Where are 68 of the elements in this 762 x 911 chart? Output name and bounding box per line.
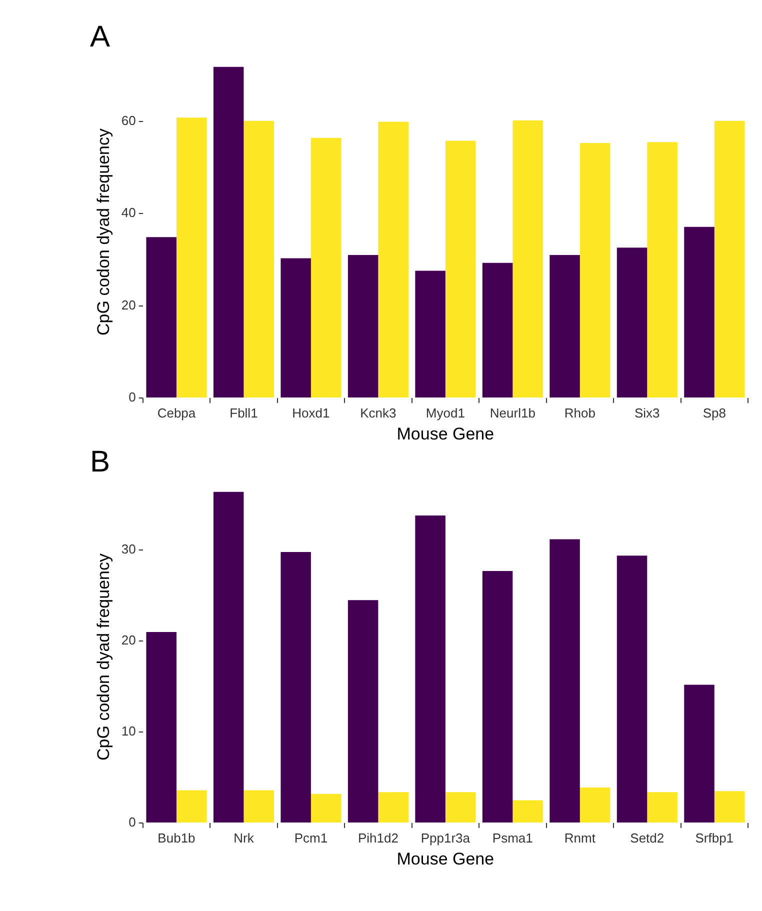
bar	[244, 120, 274, 398]
bar	[244, 790, 274, 822]
y-tick-label: 10	[121, 724, 136, 739]
bar	[580, 143, 610, 398]
bar	[684, 226, 714, 398]
x-tick-label: Fbll1	[230, 405, 258, 420]
y-tick-label: 40	[121, 205, 136, 220]
bar	[176, 118, 207, 398]
bar	[310, 138, 342, 398]
x-tick-label: Rnmt	[564, 830, 596, 846]
bar	[482, 262, 513, 398]
bar	[280, 552, 311, 822]
bar	[213, 66, 244, 398]
y-tick-label: 30	[121, 542, 136, 557]
x-tick-label: Kcnk3	[360, 405, 396, 420]
x-tick-label: Srfbp1	[695, 830, 734, 846]
bar	[146, 632, 176, 822]
bar	[280, 258, 311, 398]
bar	[378, 122, 408, 398]
x-tick-label: Hoxd1	[292, 405, 330, 420]
x-tick-label: Nrk	[234, 830, 254, 846]
bar	[176, 790, 207, 822]
y-tick-label: 60	[121, 112, 136, 128]
bar	[512, 800, 543, 822]
y-tick-label: 0	[128, 814, 136, 830]
bar	[213, 492, 244, 822]
y-tick-label: 20	[121, 297, 136, 312]
bar	[445, 792, 476, 822]
bar	[415, 516, 446, 822]
x-tick-label: Sp8	[702, 405, 726, 420]
x-tick-label: Pcm1	[294, 830, 328, 846]
bar	[616, 248, 648, 398]
chart-title: B	[90, 445, 110, 478]
bar	[550, 539, 580, 822]
x-tick-label: Myod1	[426, 405, 465, 420]
y-axis-title: CpG codon dyad frequency	[94, 553, 113, 760]
x-tick-label: Neurl1b	[490, 405, 536, 420]
x-tick-label: Six3	[634, 405, 660, 420]
x-tick-label: Bub1b	[158, 830, 196, 846]
y-tick-label: 20	[121, 632, 136, 648]
bar	[415, 270, 446, 398]
x-tick-label: Cebpa	[157, 405, 196, 420]
bar	[580, 788, 610, 822]
bar	[348, 255, 378, 398]
bar	[482, 571, 513, 822]
y-axis-title: CpG codon dyad frequency	[94, 128, 113, 336]
bar	[550, 255, 580, 398]
bar	[647, 142, 678, 398]
chart-title: A	[90, 20, 110, 54]
bar	[684, 684, 714, 822]
bar	[348, 600, 378, 822]
bar	[616, 556, 648, 822]
bar	[714, 120, 745, 398]
x-axis-title: Mouse Gene	[396, 424, 494, 444]
bar	[714, 791, 745, 822]
bar	[512, 120, 543, 398]
x-tick-label: Rhob	[564, 405, 596, 420]
x-tick-label: Psma1	[492, 830, 533, 846]
y-tick-label: 0	[128, 390, 136, 405]
x-axis-title: Mouse Gene	[396, 849, 494, 868]
bar	[310, 794, 342, 822]
x-tick-label: Setd2	[630, 830, 664, 846]
bar	[647, 792, 678, 822]
x-tick-label: Ppp1r3a	[420, 830, 471, 846]
bar	[445, 140, 476, 398]
bar	[146, 237, 176, 398]
bar	[378, 792, 408, 822]
x-tick-label: Pih1d2	[358, 830, 398, 846]
